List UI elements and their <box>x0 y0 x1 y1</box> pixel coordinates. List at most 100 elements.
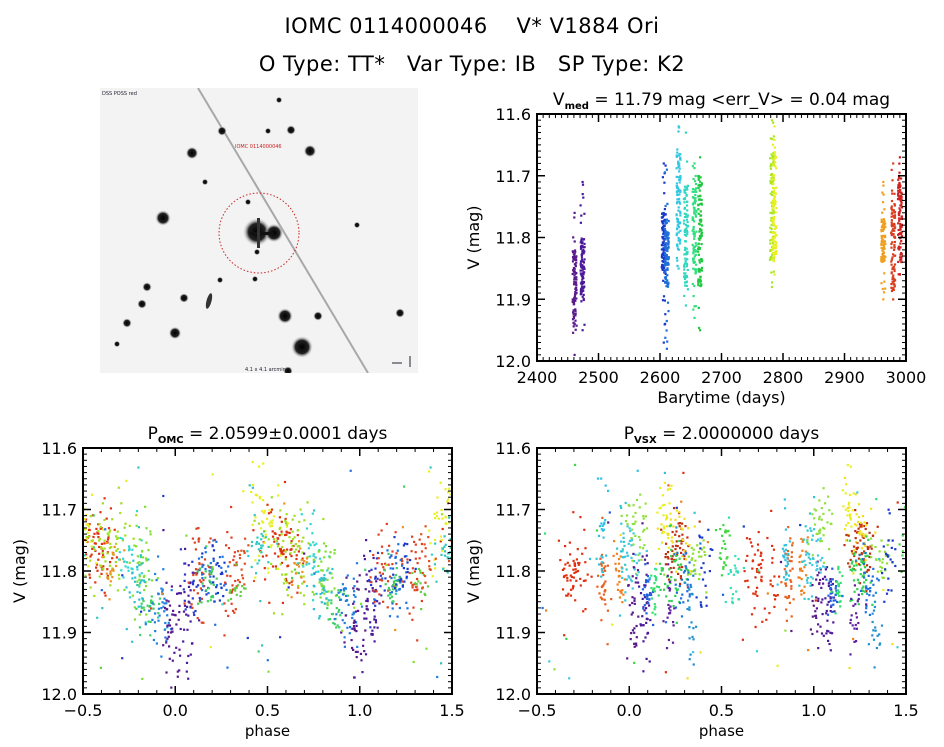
data-point <box>883 280 886 283</box>
data-point <box>298 562 301 565</box>
data-point <box>653 590 656 593</box>
data-point <box>880 243 883 246</box>
data-point <box>191 606 194 609</box>
data-point <box>691 243 694 246</box>
data-point <box>640 624 643 627</box>
data-point <box>678 539 681 543</box>
data-point <box>815 607 818 610</box>
data-point <box>847 562 850 565</box>
data-point <box>890 234 893 237</box>
data-point <box>774 252 778 255</box>
data-point <box>287 586 290 589</box>
data-point <box>851 624 854 627</box>
data-point <box>892 265 896 268</box>
data-point <box>650 586 653 590</box>
data-point <box>636 469 639 472</box>
data-point <box>826 603 829 606</box>
data-point <box>246 636 249 640</box>
data-point <box>197 568 200 571</box>
data-point <box>110 545 113 549</box>
data-point <box>672 621 675 624</box>
data-point <box>330 590 333 593</box>
data-point <box>230 536 233 539</box>
data-point <box>261 510 264 513</box>
data-point <box>421 587 424 590</box>
data-point <box>799 567 803 570</box>
data-point <box>772 241 775 244</box>
data-point <box>773 187 776 190</box>
data-point <box>205 545 208 548</box>
data-point <box>829 592 832 595</box>
data-point <box>199 587 202 590</box>
data-point <box>882 545 885 548</box>
data-point <box>162 568 165 571</box>
data-point <box>833 610 836 613</box>
data-point <box>676 151 679 154</box>
data-point <box>669 518 672 521</box>
data-point <box>154 572 157 576</box>
data-point <box>420 550 424 553</box>
data-point <box>644 581 648 584</box>
data-point <box>109 572 112 575</box>
data-point <box>223 584 226 587</box>
data-point <box>236 550 240 553</box>
data-point <box>139 556 142 559</box>
data-point <box>813 523 817 526</box>
data-point <box>297 529 300 532</box>
data-point <box>679 158 682 161</box>
data-point <box>270 544 273 547</box>
data-point <box>700 233 703 236</box>
data-point <box>172 609 175 612</box>
data-point <box>768 258 772 261</box>
data-point <box>850 597 853 600</box>
data-point <box>774 236 777 239</box>
data-point <box>202 579 205 582</box>
data-point <box>651 590 655 594</box>
data-point <box>418 538 421 541</box>
data-point <box>250 544 253 548</box>
data-point <box>807 542 810 546</box>
data-point <box>185 613 188 616</box>
data-point <box>166 624 169 627</box>
data-point <box>414 582 417 585</box>
data-point <box>603 521 606 524</box>
data-point <box>683 277 687 280</box>
data-point <box>703 571 706 574</box>
data-point <box>825 578 828 581</box>
data-point <box>829 599 832 602</box>
data-point <box>121 539 124 542</box>
data-point <box>133 544 136 547</box>
data-point <box>695 209 698 212</box>
data-point <box>573 353 576 356</box>
data-point <box>428 560 431 563</box>
data-point <box>278 534 281 537</box>
data-point <box>890 221 893 224</box>
data-point <box>806 551 809 554</box>
data-point <box>899 188 902 192</box>
data-point <box>675 540 678 543</box>
data-point <box>873 666 876 669</box>
data-point <box>687 527 690 530</box>
data-point <box>387 563 390 566</box>
data-point <box>264 530 267 533</box>
data-point <box>391 602 394 605</box>
data-point <box>212 549 216 552</box>
data-point <box>572 331 575 334</box>
data-point <box>89 555 92 558</box>
data-point <box>86 556 89 559</box>
data-point <box>899 231 902 235</box>
data-point <box>675 234 678 237</box>
data-point <box>231 584 234 587</box>
data-point <box>678 167 681 170</box>
data-point <box>692 233 696 236</box>
data-point <box>350 627 353 630</box>
data-point <box>686 231 689 234</box>
data-point <box>321 591 324 594</box>
data-point <box>862 589 865 593</box>
data-point <box>148 609 151 612</box>
data-point <box>900 252 903 255</box>
data-point <box>607 521 610 524</box>
data-point <box>699 210 702 213</box>
data-point <box>628 527 631 530</box>
data-point <box>700 548 703 551</box>
